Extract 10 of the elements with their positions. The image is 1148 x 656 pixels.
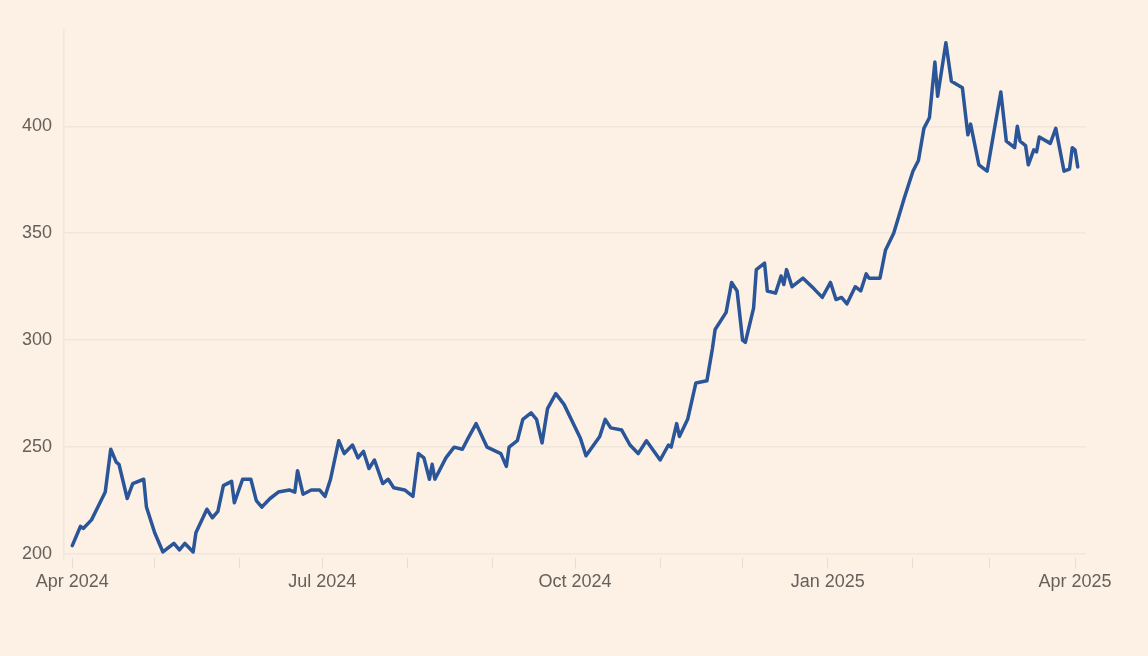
- x-tick-label: Jan 2025: [790, 571, 865, 592]
- x-tick-label: Apr 2025: [1038, 571, 1112, 592]
- y-tick-label: 400: [21, 115, 53, 136]
- y-tick-label: 300: [21, 329, 53, 350]
- y-tick-label: 250: [21, 436, 53, 457]
- y-tick-label: 200: [21, 543, 53, 564]
- x-tick-label: Apr 2024: [35, 571, 109, 592]
- y-tick-label: 350: [21, 222, 53, 243]
- x-tick-label: Oct 2024: [538, 571, 612, 592]
- x-tick-label: Jul 2024: [288, 571, 357, 592]
